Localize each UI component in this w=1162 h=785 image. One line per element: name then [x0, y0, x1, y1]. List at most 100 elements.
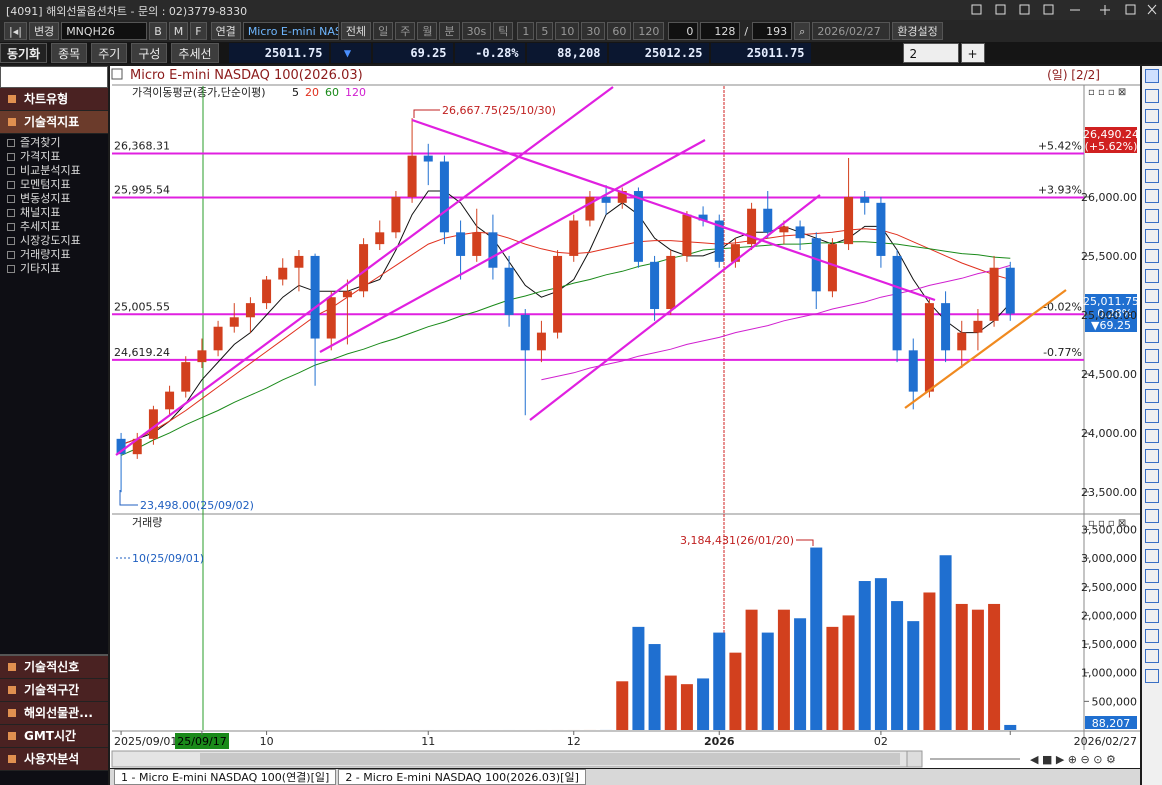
zoom-controls[interactable]: ◀ ■ ▶ ⊕ ⊖ ⊙ ⚙ — [1030, 753, 1116, 766]
tree-item[interactable]: 비교분석지표 — [0, 164, 108, 178]
option-button[interactable]: B — [149, 22, 167, 40]
section-header[interactable]: GMT시간 — [0, 725, 108, 748]
layout-select[interactable]: 2 — [902, 43, 959, 63]
tool-button[interactable] — [1145, 609, 1159, 623]
tool-button[interactable] — [1145, 529, 1159, 543]
tool-button[interactable] — [1145, 209, 1159, 223]
section-header[interactable]: 차트유형 — [0, 88, 108, 111]
nav-button[interactable]: |◂| — [4, 22, 27, 40]
tool-button[interactable] — [1145, 109, 1159, 123]
tool-button[interactable] — [1145, 89, 1159, 103]
section-header[interactable]: 기술적신호 — [0, 656, 108, 679]
tree-item[interactable]: 채널지표 — [0, 206, 108, 220]
function-button[interactable]: 동기화 — [0, 43, 48, 63]
option-button[interactable]: F — [190, 22, 207, 40]
window-controls[interactable] — [960, 2, 1160, 18]
tool-button[interactable] — [1145, 649, 1159, 663]
tool-button[interactable] — [1145, 289, 1159, 303]
tool-button[interactable] — [1145, 489, 1159, 503]
offset-input[interactable]: 0 — [668, 22, 699, 40]
panel-icons[interactable]: ▫ ▫ ▫ ⊠ — [1088, 518, 1126, 529]
tool-button[interactable] — [1145, 129, 1159, 143]
settings-button[interactable]: 환경설정 — [892, 22, 943, 40]
symbol-input[interactable]: MNQH26 — [61, 22, 148, 40]
section-header[interactable]: 해외선물관... — [0, 702, 108, 725]
interval-button[interactable]: 5 — [536, 22, 554, 40]
section-header[interactable]: 기술적지표 — [0, 111, 108, 134]
tree-item[interactable]: 가격지표 — [0, 150, 108, 164]
tool-button[interactable] — [1145, 369, 1159, 383]
mode-select[interactable]: 변경 — [28, 22, 60, 40]
function-button[interactable]: 주기 — [91, 43, 128, 63]
tool-button[interactable] — [1145, 329, 1159, 343]
tree-item[interactable]: 추세지표 — [0, 220, 108, 234]
tool-button[interactable] — [1145, 349, 1159, 363]
panel-icons[interactable]: ▫ ▫ ▫ ⊠ — [1088, 87, 1126, 98]
icon[interactable] — [1019, 4, 1030, 15]
tree-item[interactable]: 기타지표 — [0, 262, 108, 276]
tree-item[interactable]: 거래량지표 — [0, 248, 108, 262]
scroll-button[interactable] — [906, 750, 923, 768]
interval-button[interactable]: 1 — [517, 22, 535, 40]
interval-button[interactable]: 60 — [607, 22, 632, 40]
tab[interactable]: 1 - Micro E-mini NASDAQ 100(연결)[일] — [114, 769, 337, 785]
option-button[interactable]: M — [168, 22, 189, 40]
period-button[interactable]: 월 — [417, 22, 438, 40]
icon[interactable] — [995, 4, 1006, 15]
search-box[interactable] — [0, 66, 108, 88]
tree-item[interactable]: 즐겨찾기 — [0, 136, 108, 150]
interval-button[interactable]: 120 — [633, 22, 665, 40]
tool-button[interactable] — [1145, 449, 1159, 463]
period-button[interactable]: 30s — [461, 22, 492, 40]
tool-button[interactable] — [1145, 629, 1159, 643]
tab[interactable]: 2 - Micro E-mini NASDAQ 100(2026.03)[일] — [338, 769, 586, 785]
maximize[interactable] — [1125, 4, 1136, 15]
all-button[interactable]: 전체 — [340, 22, 372, 40]
tool-button[interactable] — [1145, 249, 1159, 263]
candle-body — [1005, 267, 1015, 314]
period-button[interactable]: 주 — [395, 22, 416, 40]
tree-item[interactable]: 변동성지표 — [0, 192, 108, 206]
volume-bar — [761, 632, 774, 730]
search-button[interactable]: ⌕ — [794, 22, 811, 40]
icon[interactable] — [971, 4, 982, 15]
add-button[interactable]: + — [960, 43, 985, 63]
function-button[interactable]: 구성 — [131, 43, 168, 63]
tool-button[interactable] — [1145, 589, 1159, 603]
tool-button[interactable] — [1145, 69, 1159, 83]
tree-item[interactable]: 시장강도지표 — [0, 234, 108, 248]
tool-button[interactable] — [1145, 549, 1159, 563]
shown-input[interactable]: 128 — [700, 22, 741, 40]
tool-button[interactable] — [1145, 389, 1159, 403]
date-input[interactable]: 2026/02/27 — [812, 22, 891, 40]
tool-button[interactable] — [1145, 229, 1159, 243]
tool-button[interactable] — [1145, 409, 1159, 423]
tool-button[interactable] — [1145, 189, 1159, 203]
function-button[interactable]: 추세선 — [171, 43, 219, 63]
close[interactable] — [1147, 4, 1157, 15]
tool-button[interactable] — [1145, 429, 1159, 443]
period-button[interactable]: 틱 — [493, 22, 514, 40]
period-button[interactable]: 일 — [373, 22, 394, 40]
checkbox[interactable] — [111, 68, 123, 80]
section-header[interactable]: 기술적구간 — [0, 679, 108, 702]
tree-item[interactable]: 모멘텀지표 — [0, 178, 108, 192]
interval-button[interactable]: 30 — [581, 22, 606, 40]
tool-button[interactable] — [1145, 669, 1159, 683]
tool-button[interactable] — [1145, 569, 1159, 583]
legend-entry: 120 — [345, 86, 366, 99]
function-button[interactable]: 종목 — [51, 43, 88, 63]
scroll-thumb[interactable] — [200, 753, 900, 765]
tool-button[interactable] — [1145, 309, 1159, 323]
link-button[interactable]: 연결 — [210, 22, 241, 40]
tool-button[interactable] — [1145, 149, 1159, 163]
section-header[interactable]: 사용자분석 — [0, 748, 108, 771]
tool-button[interactable] — [1145, 269, 1159, 283]
tool-button[interactable] — [1145, 509, 1159, 523]
interval-button[interactable]: 10 — [555, 22, 580, 40]
tool-button[interactable] — [1145, 169, 1159, 183]
period-button[interactable]: 분 — [439, 22, 460, 40]
total-input[interactable]: 193 — [752, 22, 793, 40]
tool-button[interactable] — [1145, 469, 1159, 483]
icon[interactable] — [1043, 4, 1054, 15]
